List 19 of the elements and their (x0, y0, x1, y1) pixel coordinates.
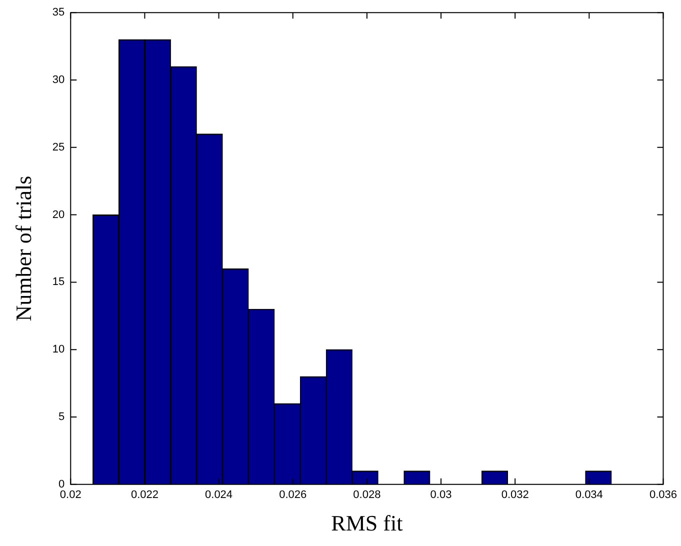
y-tick-label: 15 (52, 276, 65, 288)
y-tick-label: 10 (52, 344, 65, 356)
x-tick-label: 0.028 (353, 489, 381, 502)
y-tick-label: 30 (52, 74, 65, 86)
x-tick-label: 0.022 (130, 489, 158, 502)
y-tick-label: 20 (52, 208, 65, 221)
x-tick-label: 0.026 (279, 489, 307, 502)
y-axis-title: Number of trials (10, 176, 36, 322)
x-axis-title: RMS fit (331, 510, 403, 536)
x-tick-label: 0.034 (575, 489, 603, 502)
y-tick-label: 0 (58, 478, 65, 490)
y-tick-label: 25 (52, 141, 65, 154)
x-tick-label: 0.024 (205, 489, 233, 502)
x-tick-label: 0.02 (60, 489, 82, 502)
x-tick-label: 0.036 (649, 489, 677, 502)
x-tick-label: 0.03 (430, 489, 452, 502)
x-tick-label: 0.032 (501, 489, 529, 502)
y-tick-label: 35 (52, 6, 65, 19)
y-tick-label: 5 (58, 411, 65, 424)
